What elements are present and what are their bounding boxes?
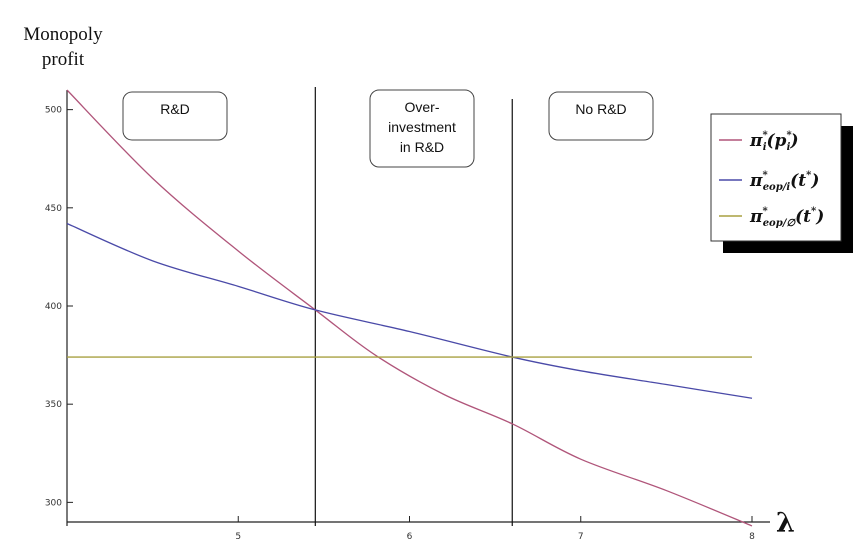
legend-box [710,113,842,242]
x-tick-label-2: 7 [578,532,584,542]
region-label-1-2: in R&D [400,139,444,155]
legend-label-0: π* i(p* i) [749,130,799,153]
axes: 300 350 400 450 500 5 6 7 8 [45,90,770,542]
y-axis-label: Monopoly profit [23,24,103,70]
y-tick-label-4: 500 [45,106,62,116]
region-label-1-0: Over- [405,99,440,115]
y-tick-label-0: 300 [45,498,62,508]
series-line-1 [66,222,753,399]
region-box-0 [122,91,228,141]
legend: π* i(p* i) π* eop/i(t*) π* eop/∅(t*) [710,113,853,253]
series-lines [66,89,753,527]
y-tick-label-3: 450 [45,204,62,214]
series-line-0 [66,89,753,527]
y-tick-label-2: 400 [45,302,62,312]
region-label-0-0: R&D [160,101,190,117]
legend-label-2: π* eop/∅(t*) [749,206,824,229]
legend-label-1: π* eop/i(t*) [749,170,819,193]
x-tick-label-3: 8 [749,532,755,542]
x-tick-label-1: 6 [407,532,413,542]
region-box-2 [548,91,654,141]
region-boxes: R&D Over-investment in R&D No R&D [122,89,654,168]
region-label-1-1: investment [388,119,456,135]
x-axis-label: λ [776,508,795,539]
y-tick-label-1: 350 [45,400,62,410]
region-box-1 [369,89,475,168]
region-dividers [314,87,513,526]
region-label-2-0: No R&D [575,101,626,117]
x-tick-label-0: 5 [235,532,241,542]
